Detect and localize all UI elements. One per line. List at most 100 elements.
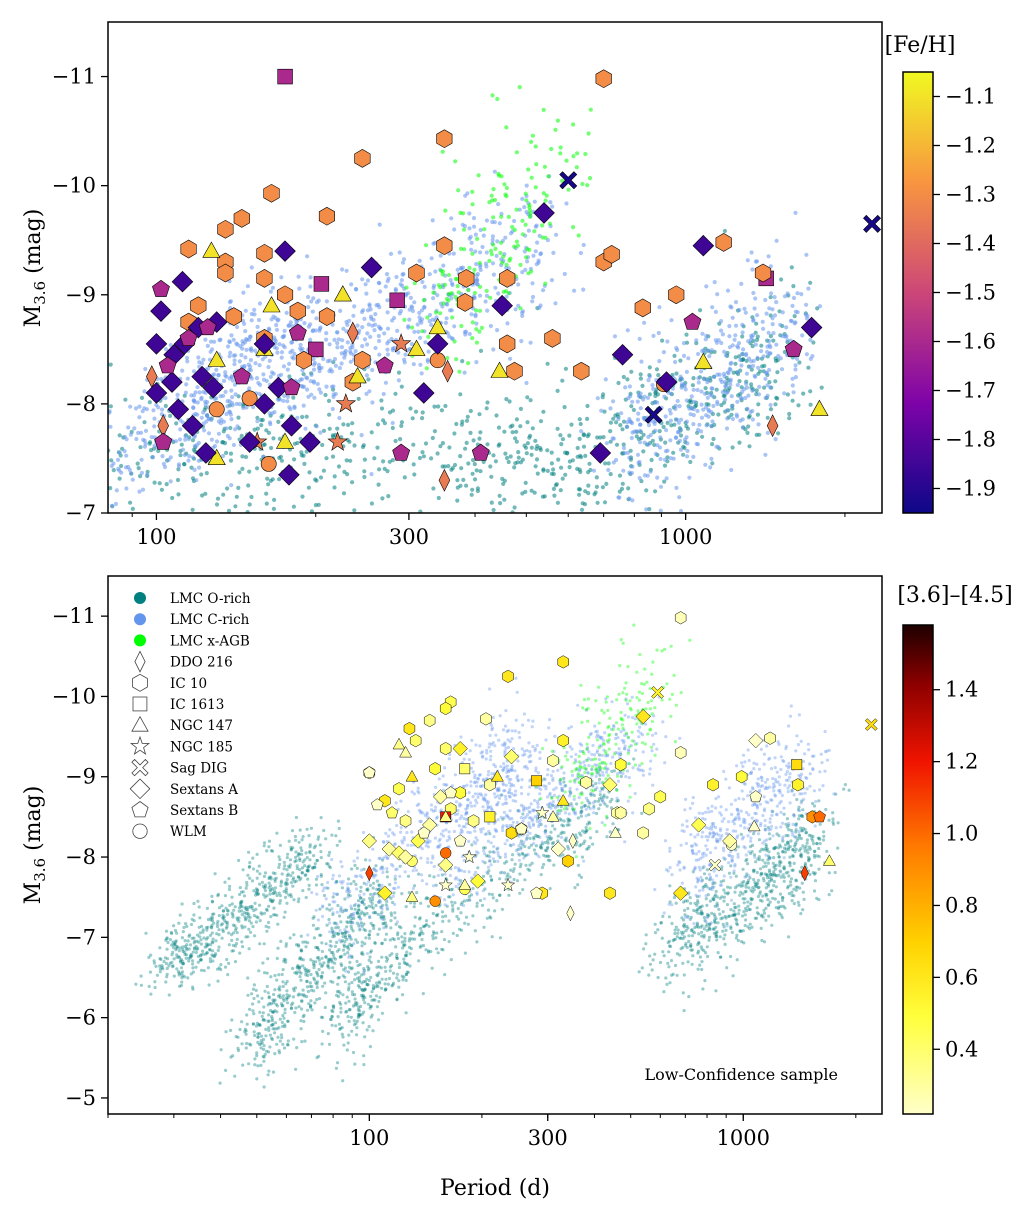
bg-point	[237, 919, 241, 923]
bg-point	[418, 362, 423, 367]
bg-point	[380, 942, 384, 946]
bg-point	[340, 964, 344, 968]
bg-point	[406, 970, 410, 974]
bg-point	[268, 884, 272, 888]
bg-point	[335, 880, 339, 884]
bg-point	[565, 823, 569, 827]
bg-point	[227, 943, 231, 947]
bg-point	[696, 376, 701, 381]
bg-point	[196, 440, 201, 446]
bg-point	[517, 853, 522, 857]
bg-point	[282, 328, 287, 333]
bg-point	[673, 937, 677, 941]
bg-point	[359, 433, 364, 438]
bg-point	[221, 393, 226, 398]
bg-point	[364, 291, 369, 296]
bg-point	[127, 584, 131, 588]
bg-point	[227, 300, 233, 305]
bg-point	[283, 864, 287, 868]
bg-point	[525, 259, 530, 264]
bg-point	[251, 987, 255, 991]
point-ic-10	[595, 69, 612, 89]
bg-point	[468, 408, 473, 414]
bg-point	[376, 932, 380, 937]
bg-point	[206, 966, 210, 970]
bg-point	[262, 893, 266, 897]
bg-point	[728, 379, 733, 384]
bg-point	[277, 1026, 281, 1030]
bg-point	[762, 848, 766, 852]
bg-point	[673, 435, 679, 440]
bg-point	[456, 290, 461, 295]
bg-point	[490, 237, 495, 243]
point-ic-10	[754, 263, 772, 283]
bg-point	[555, 118, 561, 123]
bg-point	[368, 1006, 372, 1010]
bg-point	[750, 388, 755, 393]
bg-point	[391, 981, 396, 985]
bg-point	[301, 940, 305, 944]
bg-point	[266, 482, 271, 487]
bg-point	[273, 871, 277, 876]
bg-point	[285, 996, 289, 1000]
bg-point	[373, 998, 377, 1002]
bg-point	[541, 409, 546, 414]
bg-point	[384, 988, 388, 992]
bg-point	[296, 274, 301, 279]
bg-point	[707, 354, 712, 359]
bg-point	[377, 965, 381, 969]
bg-point	[208, 339, 214, 344]
bg-point	[349, 919, 353, 923]
bg-point	[599, 408, 604, 413]
bg-point	[719, 917, 723, 921]
bg-point	[385, 959, 389, 963]
bg-point	[552, 863, 556, 867]
bg-point	[567, 847, 571, 851]
bg-point	[266, 991, 270, 995]
bg-point	[696, 911, 700, 915]
bg-point	[226, 909, 230, 913]
bg-point	[526, 167, 531, 172]
bg-point	[806, 365, 811, 370]
bg-point	[559, 809, 563, 813]
bg-point	[336, 925, 340, 930]
bg-point	[629, 435, 634, 441]
bg-point	[713, 895, 717, 899]
bg-point	[181, 945, 185, 949]
bg-point	[139, 395, 145, 400]
bg-point	[484, 406, 489, 411]
bg-point	[182, 925, 186, 930]
bg-point	[364, 373, 369, 378]
bg-point	[329, 1017, 333, 1021]
bg-point	[221, 916, 225, 920]
bg-point	[670, 973, 674, 977]
bg-point	[481, 874, 486, 879]
bg-point	[85, 479, 89, 483]
bg-point	[435, 931, 439, 935]
bg-point	[406, 325, 411, 330]
bg-point	[771, 338, 776, 343]
bg-point	[579, 833, 583, 837]
bg-point	[618, 423, 623, 428]
bg-point	[318, 997, 322, 1001]
bg-point	[412, 905, 416, 909]
bg-point	[262, 1059, 266, 1063]
bg-point	[742, 306, 747, 311]
bg-point	[459, 911, 463, 915]
bg-point	[269, 915, 273, 919]
bg-point	[576, 883, 580, 887]
bg-point	[720, 895, 724, 899]
bg-point	[231, 923, 235, 927]
bg-point	[611, 416, 616, 421]
bg-point	[371, 1029, 375, 1033]
colorbar-tick-label: −1.6	[945, 330, 996, 354]
bg-point	[304, 945, 308, 949]
bg-point	[352, 916, 356, 921]
bg-point	[329, 1017, 333, 1022]
bg-point	[755, 355, 760, 360]
bg-point	[473, 249, 478, 254]
bg-point	[298, 965, 302, 969]
bg-point	[363, 988, 367, 992]
bg-point	[261, 961, 265, 965]
